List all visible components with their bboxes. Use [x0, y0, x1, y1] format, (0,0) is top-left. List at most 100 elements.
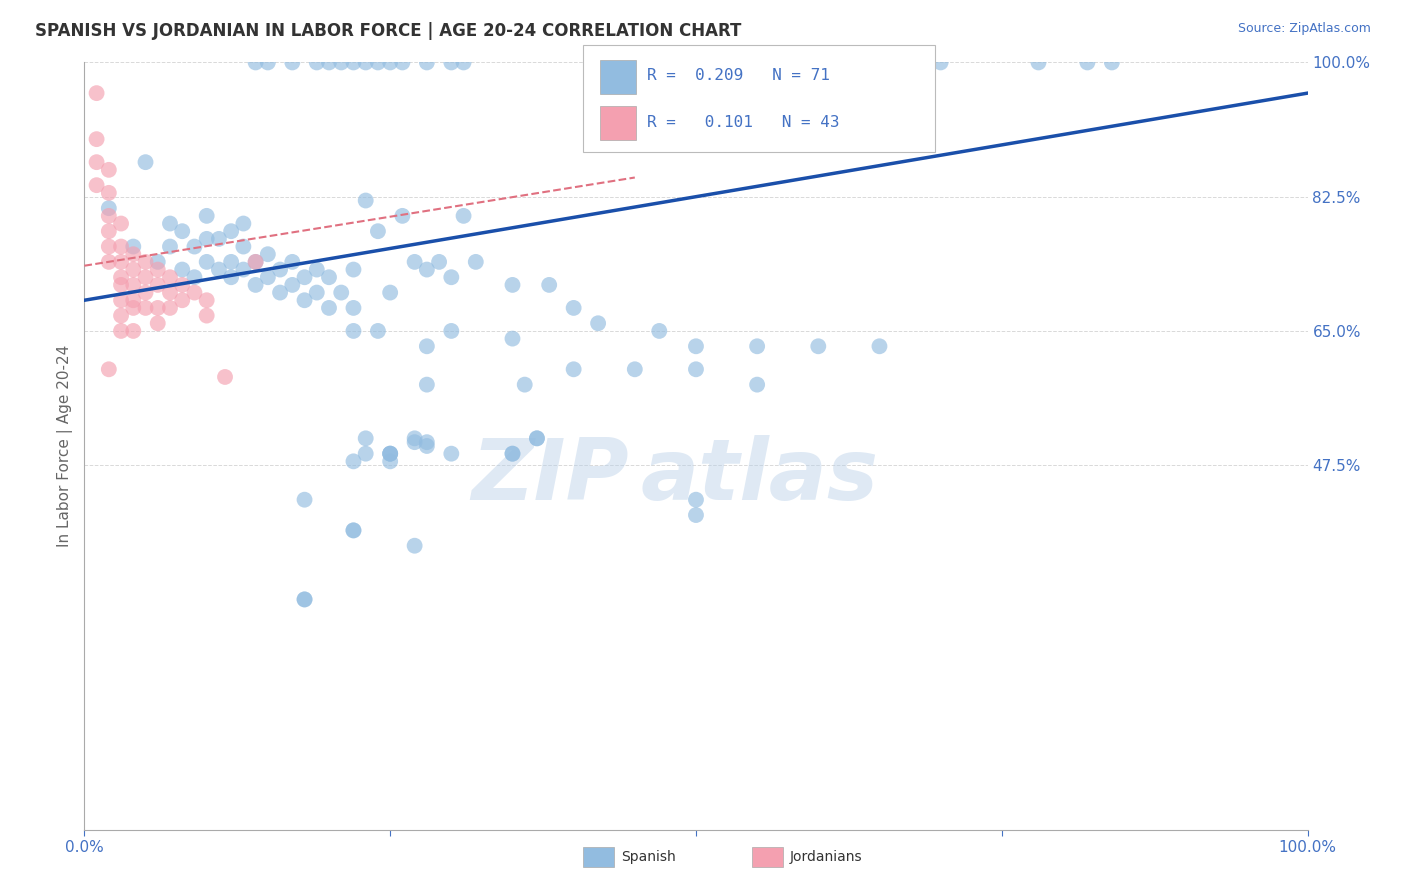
Point: [195, 209, 218, 223]
Point: [195, 293, 218, 308]
Point: [440, 270, 463, 285]
Point: [367, 224, 389, 238]
Point: [538, 277, 561, 292]
Point: [195, 232, 218, 246]
Point: [122, 293, 145, 308]
Point: [464, 255, 486, 269]
Point: [1028, 55, 1050, 70]
Point: [97, 162, 120, 177]
Point: [869, 339, 891, 353]
Point: [453, 209, 475, 223]
Point: [183, 285, 205, 300]
Point: [685, 362, 707, 376]
Point: [110, 270, 132, 285]
Point: [245, 277, 267, 292]
Point: [380, 55, 402, 70]
Point: [245, 255, 267, 269]
Point: [342, 301, 364, 315]
Point: [342, 324, 364, 338]
Point: [208, 262, 231, 277]
Point: [1076, 55, 1098, 70]
Point: [135, 270, 157, 285]
Point: [122, 239, 145, 253]
Point: [214, 370, 236, 384]
Point: [1101, 55, 1123, 70]
Point: [146, 262, 169, 277]
Point: [318, 270, 340, 285]
Point: [404, 431, 426, 445]
Point: [122, 262, 145, 277]
Point: [294, 492, 316, 507]
Point: [404, 539, 426, 553]
Point: [648, 324, 671, 338]
Point: [110, 217, 132, 231]
Point: [135, 155, 157, 169]
Point: [502, 447, 524, 461]
Point: [159, 239, 181, 253]
Point: [342, 55, 364, 70]
Point: [807, 339, 830, 353]
Point: [427, 255, 450, 269]
Point: [562, 362, 585, 376]
Point: [110, 309, 132, 323]
Point: [97, 224, 120, 238]
Point: [122, 301, 145, 315]
Point: [624, 362, 647, 376]
Point: [97, 255, 120, 269]
Point: [245, 255, 267, 269]
Point: [183, 239, 205, 253]
Point: [257, 55, 280, 70]
Point: [354, 194, 377, 208]
Point: [330, 285, 353, 300]
Point: [219, 270, 242, 285]
Point: [172, 277, 194, 292]
Point: [929, 55, 952, 70]
Point: [354, 55, 377, 70]
Point: [294, 293, 316, 308]
Point: [305, 55, 328, 70]
Point: [135, 285, 157, 300]
Point: [416, 55, 439, 70]
Point: [831, 55, 853, 70]
Point: [281, 55, 304, 70]
Y-axis label: In Labor Force | Age 20-24: In Labor Force | Age 20-24: [58, 345, 73, 547]
Point: [172, 224, 194, 238]
Point: [219, 224, 242, 238]
Point: [208, 232, 231, 246]
Text: atlas: atlas: [641, 435, 879, 518]
Point: [526, 431, 548, 445]
Point: [502, 277, 524, 292]
Point: [342, 524, 364, 538]
Point: [685, 492, 707, 507]
Point: [122, 247, 145, 261]
Point: [453, 55, 475, 70]
Text: R =  0.209   N = 71: R = 0.209 N = 71: [647, 69, 830, 83]
Point: [354, 431, 377, 445]
Point: [172, 293, 194, 308]
Point: [110, 255, 132, 269]
Point: [135, 255, 157, 269]
Point: [380, 447, 402, 461]
Point: [281, 255, 304, 269]
Point: [86, 132, 108, 146]
Point: [86, 178, 108, 193]
Point: [219, 255, 242, 269]
Point: [318, 55, 340, 70]
Point: [354, 447, 377, 461]
Point: [440, 447, 463, 461]
Point: [380, 454, 402, 468]
Point: [391, 55, 413, 70]
Text: Source: ZipAtlas.com: Source: ZipAtlas.com: [1237, 22, 1371, 36]
Point: [294, 270, 316, 285]
Point: [342, 454, 364, 468]
Point: [513, 377, 536, 392]
Point: [404, 255, 426, 269]
Point: [97, 209, 120, 223]
Point: [685, 339, 707, 353]
Point: [110, 293, 132, 308]
Point: [318, 301, 340, 315]
Point: [159, 270, 181, 285]
Point: [380, 447, 402, 461]
Point: [416, 435, 439, 450]
Point: [526, 431, 548, 445]
